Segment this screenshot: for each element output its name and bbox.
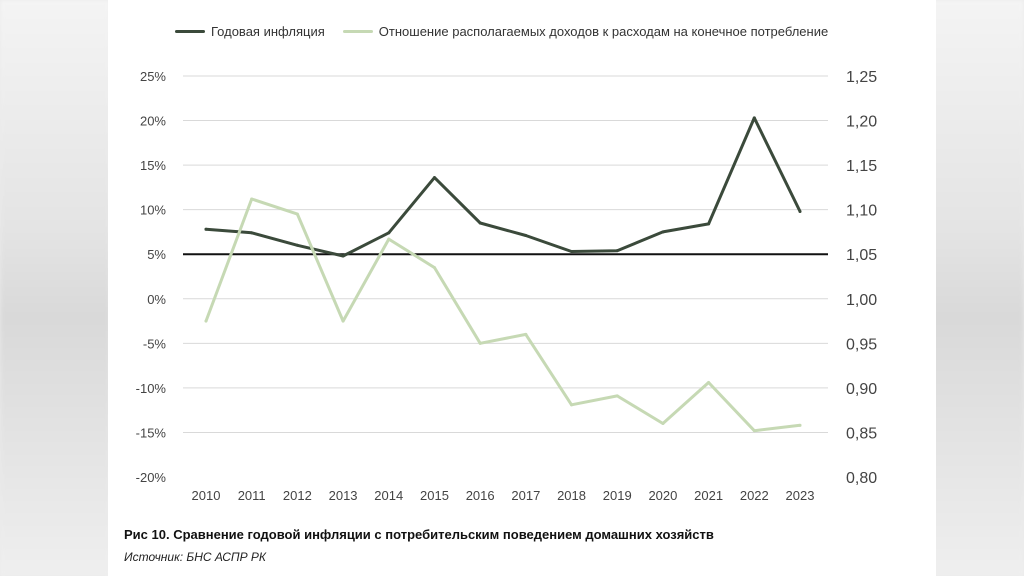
data-point	[478, 341, 482, 345]
data-point	[707, 381, 711, 385]
legend-label-inflation: Годовая инфляция	[211, 23, 325, 39]
x-tick-label: 2018	[557, 488, 586, 503]
y-right-tick-label: 0,80	[846, 470, 877, 487]
data-point	[707, 222, 711, 226]
data-point	[341, 319, 345, 323]
figure-caption: Рис 10. Сравнение годовой инфляции с пот…	[124, 527, 714, 542]
x-tick-label: 2023	[786, 488, 815, 503]
y-left-tick-label: -15%	[136, 425, 167, 440]
data-point	[295, 243, 299, 247]
y-right-tick-label: 1,05	[846, 247, 877, 264]
y-right-tick-label: 0,90	[846, 381, 877, 398]
x-tick-label: 2012	[283, 488, 312, 503]
figure-card	[108, 0, 936, 576]
data-point	[204, 227, 208, 231]
y-right-tick-label: 1,00	[846, 292, 877, 309]
y-left-tick-label: -20%	[136, 470, 167, 485]
data-point	[615, 394, 619, 398]
data-point	[661, 230, 665, 234]
x-tick-label: 2020	[648, 488, 677, 503]
data-point	[250, 197, 254, 201]
y-right-tick-label: 1,15	[846, 158, 877, 175]
y-right-tick-label: 1,10	[846, 203, 877, 220]
data-point	[250, 231, 254, 235]
x-tick-label: 2019	[603, 488, 632, 503]
data-point	[432, 176, 436, 180]
data-point	[432, 266, 436, 270]
legend-item-inflation: Годовая инфляция	[175, 24, 325, 39]
y-left-tick-label: -5%	[143, 336, 167, 351]
data-point	[341, 254, 345, 258]
x-tick-label: 2014	[374, 488, 403, 503]
legend-item-ratio: Отношение располагаемых доходов к расход…	[342, 23, 829, 39]
x-tick-label: 2013	[329, 488, 358, 503]
data-point	[387, 237, 391, 241]
legend-label-ratio: Отношение располагаемых доходов к расход…	[378, 23, 829, 39]
data-point	[798, 209, 802, 213]
data-point	[570, 250, 574, 254]
ratio-series-line	[204, 197, 802, 433]
y-right-tick-label: 0,85	[846, 425, 877, 442]
data-point	[570, 403, 574, 407]
chart-legend: Годовая инфляция Отношение располагаемых…	[175, 22, 828, 40]
data-point	[204, 319, 208, 323]
x-tick-label: 2021	[694, 488, 723, 503]
data-point	[752, 116, 756, 120]
data-point	[798, 423, 802, 427]
data-point	[295, 212, 299, 216]
inflation-series-line	[204, 116, 802, 258]
data-point	[752, 429, 756, 433]
legend-swatch-ratio	[342, 29, 373, 33]
x-tick-label: 2011	[238, 488, 266, 503]
y-left-tick-label: -10%	[136, 381, 167, 396]
x-tick-label: 2022	[740, 488, 769, 503]
x-tick-label: 2017	[511, 488, 540, 503]
figure-source: Источник: БНС АСПР РК	[124, 550, 266, 564]
y-left-tick-label: 5%	[147, 247, 166, 262]
y-right-tick-label: 0,95	[846, 336, 877, 353]
legend-swatch-inflation	[175, 29, 205, 33]
data-point	[387, 231, 391, 235]
x-tick-label: 2015	[420, 488, 449, 503]
y-left-tick-label: 0%	[147, 292, 166, 307]
y-right-tick-label: 1,20	[846, 114, 877, 131]
y-left-tick-label: 20%	[140, 114, 166, 129]
background-left	[0, 0, 110, 576]
data-point	[524, 234, 528, 238]
y-left-tick-label: 15%	[140, 158, 166, 173]
data-point	[524, 332, 528, 336]
data-point	[661, 422, 665, 426]
y-left-tick-label: 25%	[140, 69, 166, 84]
data-point	[478, 221, 482, 225]
y-left-tick-label: 10%	[140, 203, 166, 218]
x-tick-label: 2016	[466, 488, 495, 503]
y-right-tick-label: 1,25	[846, 69, 877, 86]
data-point	[615, 249, 619, 253]
x-tick-label: 2010	[192, 488, 221, 503]
